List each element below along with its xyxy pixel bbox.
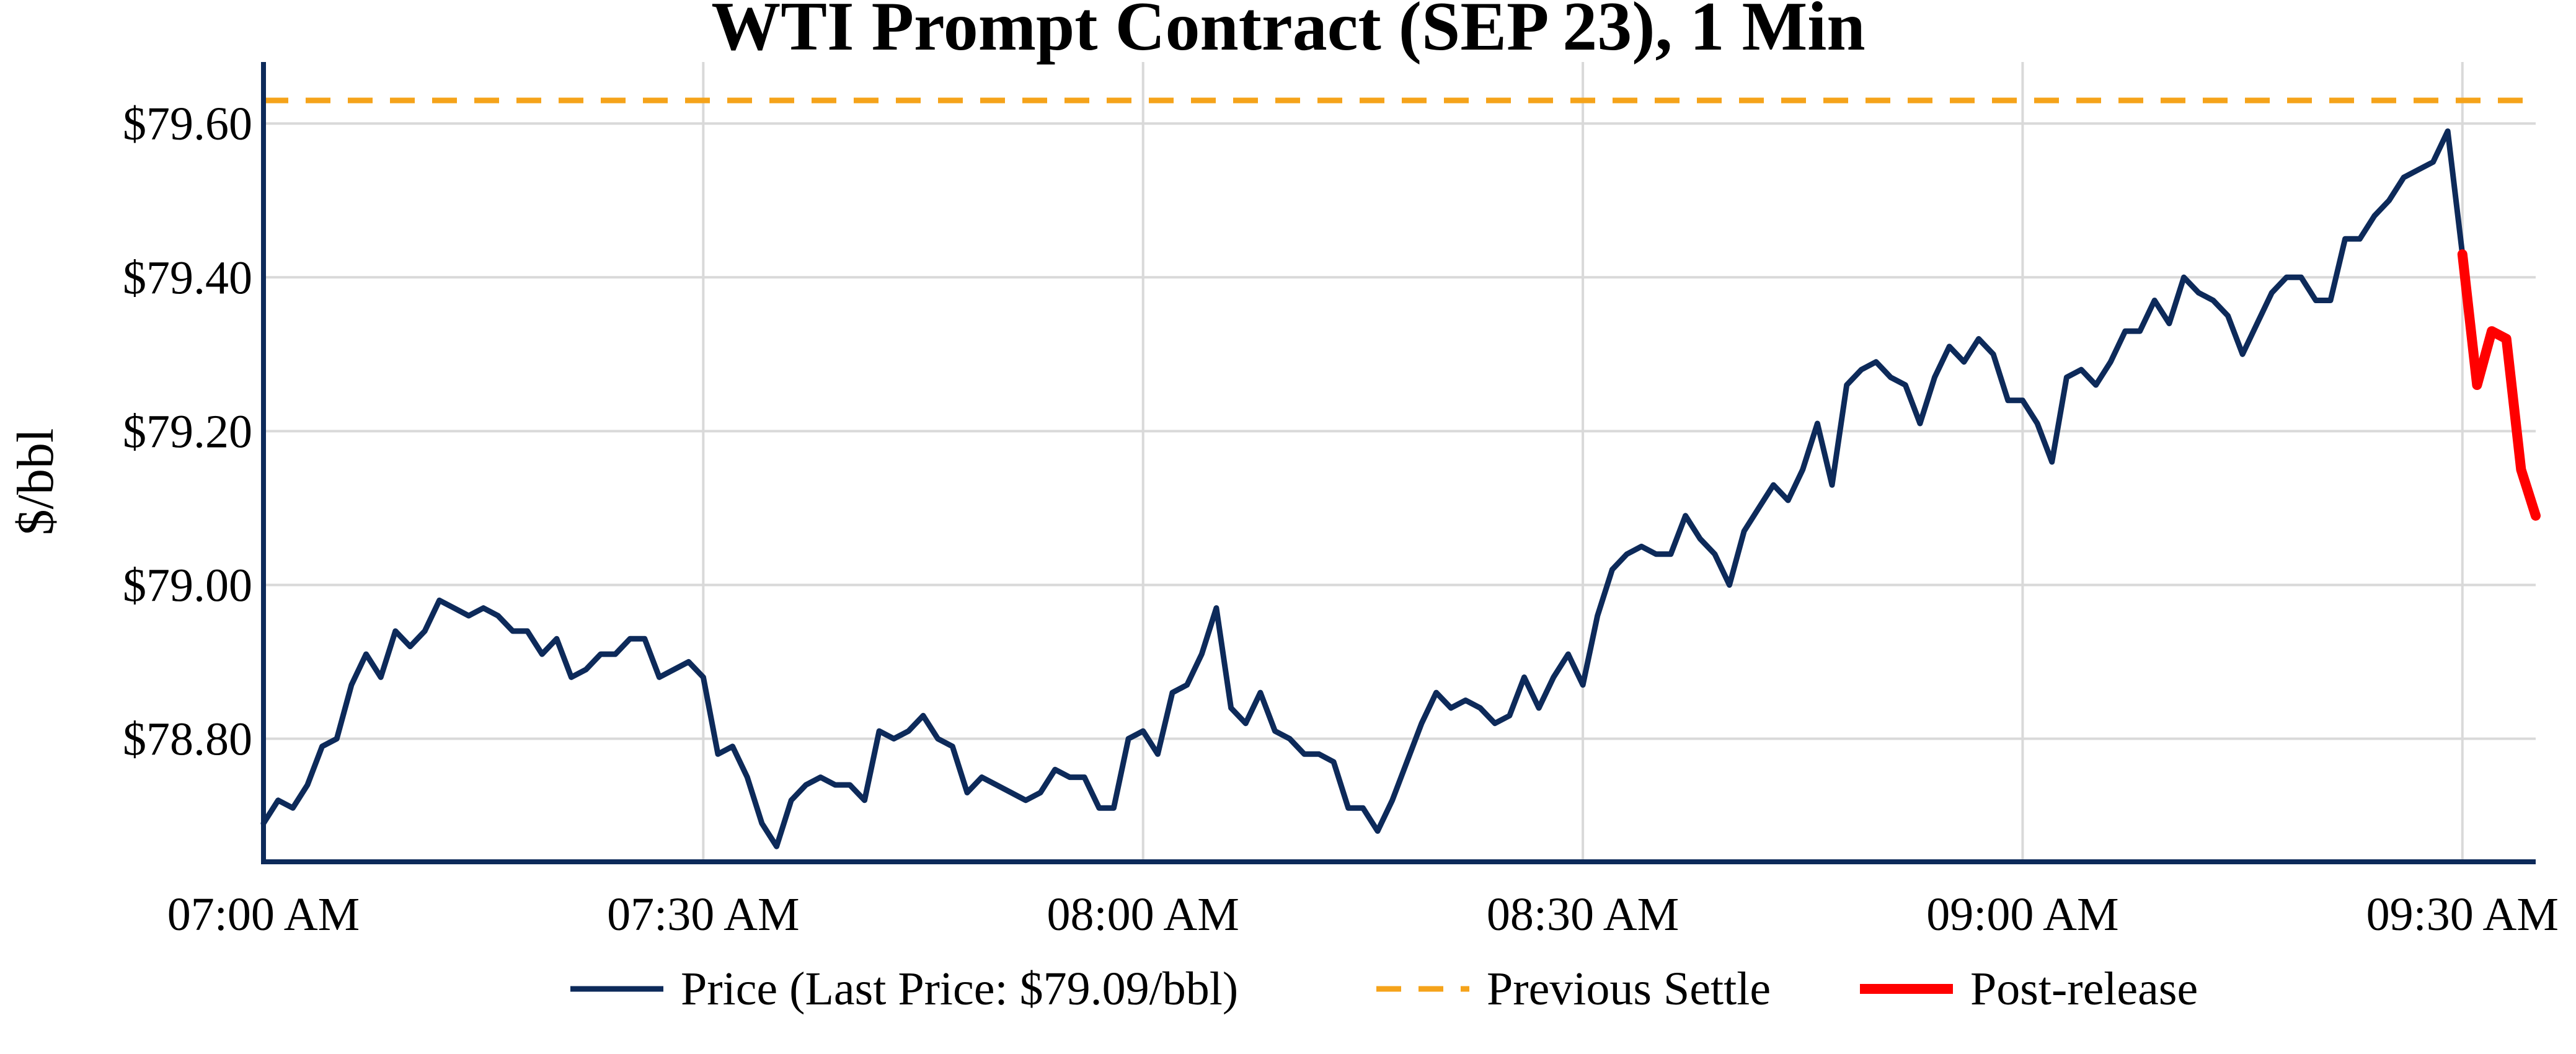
gridlines [262,62,2536,862]
legend: Price (Last Price: $79.09/bbl) Previous S… [570,963,2198,1015]
x-tick-label: 07:00 AM [167,888,360,941]
x-tick-label: 09:00 AM [1926,888,2118,941]
series-price-line [260,128,2466,849]
y-tick-label: $79.60 [123,98,252,150]
axes [261,62,2536,864]
legend-price[interactable]: Price (Last Price: $79.09/bbl) [570,963,1238,1015]
legend-label: Price (Last Price: $79.09/bbl) [681,963,1238,1015]
series-post-release-line [2457,249,2541,521]
y-tick-label: $79.40 [123,252,252,304]
x-tick-label: 09:30 AM [2366,888,2559,941]
x-axis-ticks: 07:00 AM 07:30 AM 08:00 AM 08:30 AM 09:00 AM… [167,888,2559,941]
legend-previous-settle[interactable]: Previous Settle [1376,963,1771,1015]
legend-label: Post-release [1970,963,2198,1015]
series-layer [260,97,2541,849]
y-tick-label: $78.80 [123,714,252,766]
x-tick-label: 08:30 AM [1487,888,1679,941]
x-tick-label: 08:00 AM [1047,888,1239,941]
y-tick-label: $79.00 [123,559,252,611]
x-tick-label: 07:30 AM [607,888,799,941]
legend-post-release[interactable]: Post-release [1860,963,2198,1015]
y-axis-ticks: $78.80 $79.00 $79.20 $79.40 $79.60 [123,98,252,765]
chart-title: WTI Prompt Contract (SEP 23), 1 Min [711,0,1865,65]
legend-label: Previous Settle [1487,963,1771,1015]
y-axis-label: $/bbl [7,428,64,536]
y-tick-label: $79.20 [123,405,252,458]
